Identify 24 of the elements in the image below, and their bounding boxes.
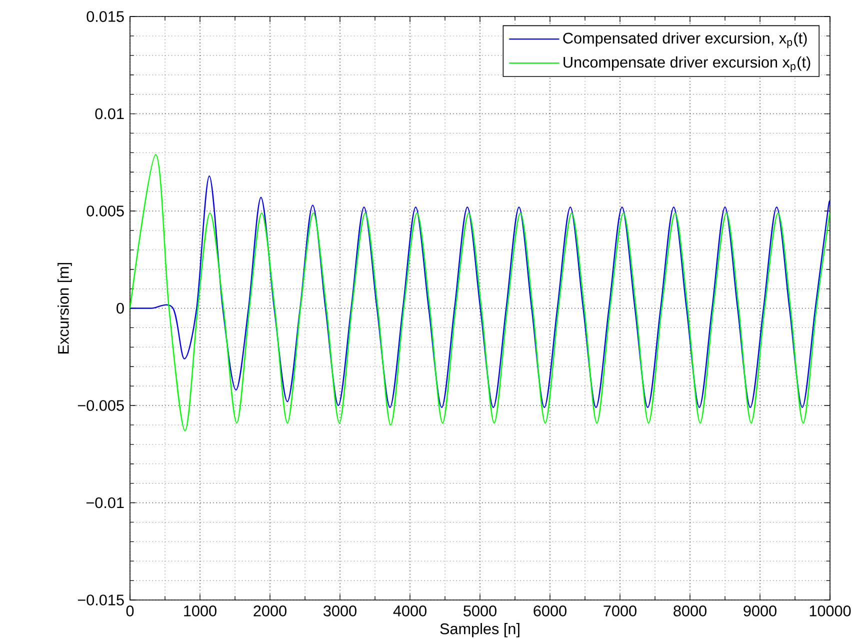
y-tick-label: −0.005 <box>78 400 124 411</box>
y-tick-label: 0 <box>116 302 124 314</box>
y-tick-label: −0.015 <box>78 594 124 606</box>
y-tick-label: 0.015 <box>86 11 124 22</box>
y-tick-label: 0.005 <box>86 206 124 216</box>
x-tick-label: 2000 <box>254 606 286 616</box>
x-tick-label: 0 <box>126 606 134 616</box>
x-tick-label: 4000 <box>393 606 426 616</box>
y-tick-label: −0.01 <box>86 497 124 508</box>
legend-label: Uncompensate driver excursion x$_{p}$(t) <box>564 56 810 72</box>
x-tick-label: 5000 <box>464 606 496 616</box>
line-series <box>130 154 830 432</box>
line-series <box>130 175 830 408</box>
y-axis-title: Excursion [m] <box>58 262 72 354</box>
x-tick-label: 6000 <box>534 606 566 616</box>
x-tick-label: 7000 <box>604 606 636 616</box>
x-axis-title: Samples [n] <box>440 622 520 638</box>
x-tick-label: 1000 <box>184 606 216 616</box>
x-tick-label: 10000 <box>810 606 851 616</box>
y-tick-label: 0.01 <box>95 108 124 120</box>
x-tick-label: 8000 <box>674 606 706 616</box>
x-tick-label: 9000 <box>744 606 776 616</box>
x-tick-label: 3000 <box>324 606 356 616</box>
legend-label: Compensated driver excursion, x$_{p}$(t) <box>563 32 807 48</box>
